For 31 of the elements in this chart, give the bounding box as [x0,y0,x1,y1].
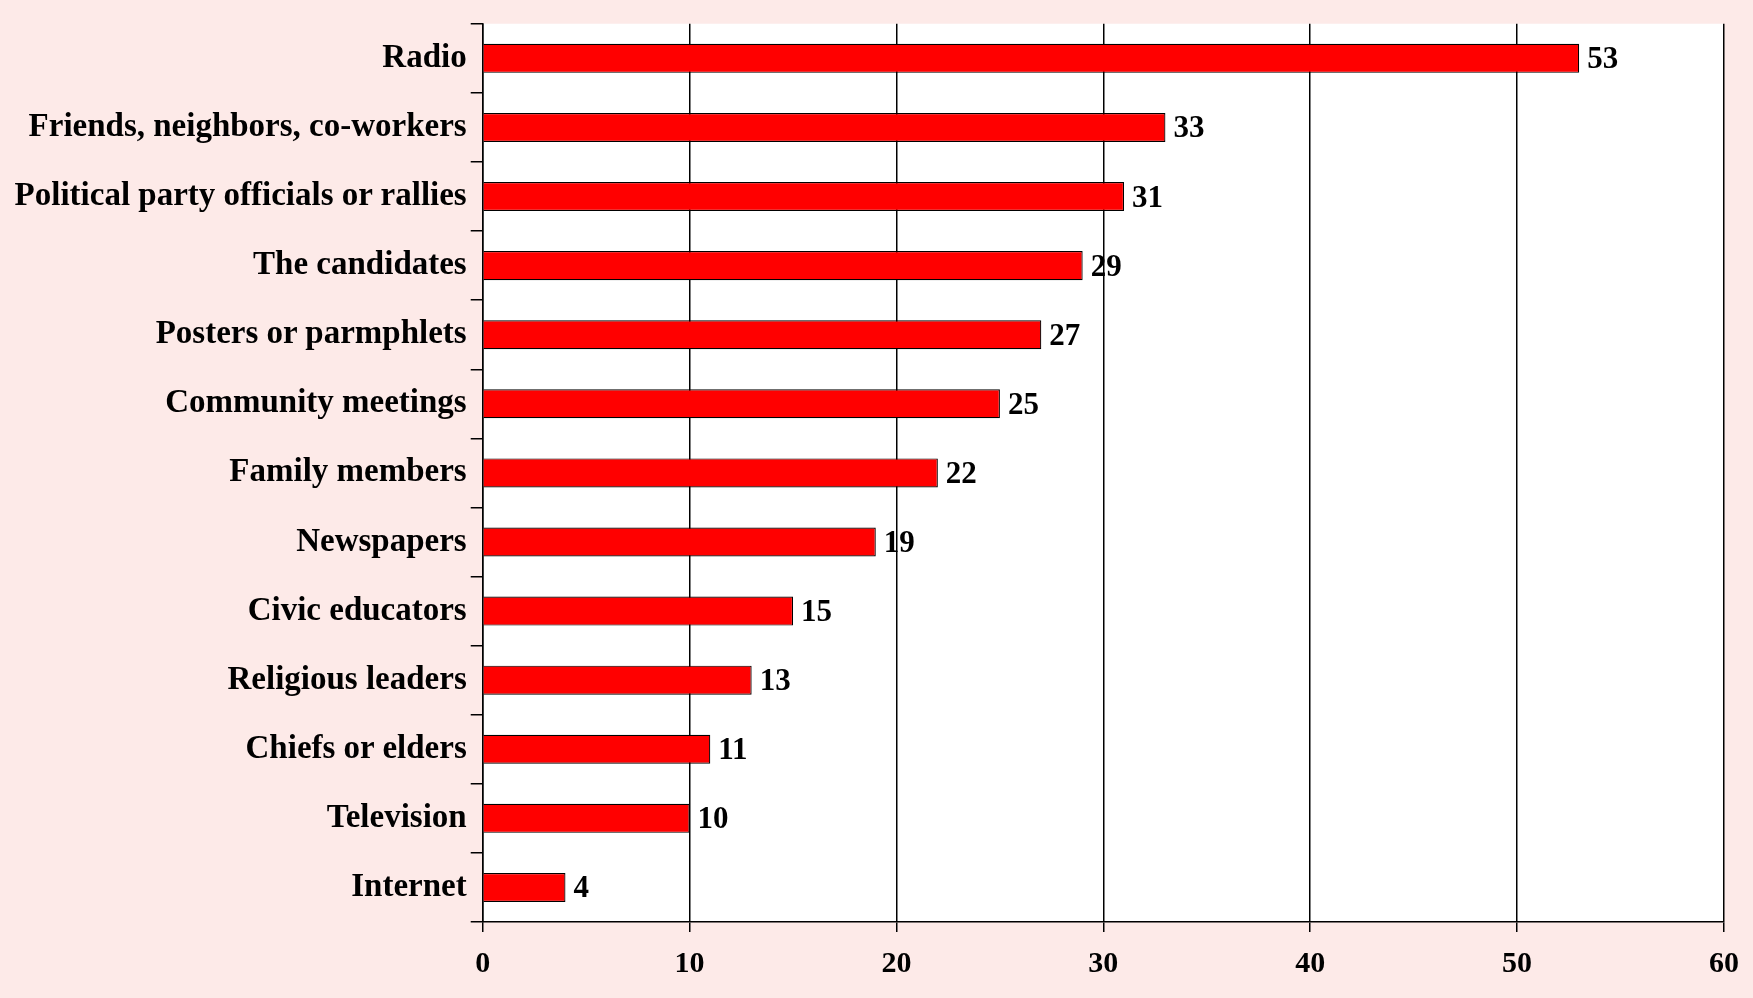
y-tick-label: Civic educators [247,590,467,627]
x-tick-label: 40 [1295,944,1326,978]
x-tick-label: 50 [1502,944,1533,978]
y-tick-label: The candidates [253,245,467,282]
data-label: 27 [1049,316,1081,352]
y-tick-label: Posters or parmphlets [155,314,467,351]
data-label: 22 [945,454,977,490]
y-tick-label: Family members [229,452,467,489]
y-tick-label: Political party officials or rallies [14,176,467,213]
x-tick-label: 20 [881,944,912,978]
y-tick-label: Internet [351,866,467,903]
data-label: 11 [718,731,748,767]
data-label: 15 [801,593,833,629]
x-tick-label: 30 [1088,944,1119,978]
data-label: 33 [1173,109,1205,145]
data-label: 25 [1007,385,1039,421]
data-label: 31 [1132,178,1164,214]
y-tick-label: Television [326,797,467,834]
y-tick-label: Radio [382,37,467,74]
x-tick-label: 60 [1709,944,1739,978]
y-tick-label: Religious leaders [227,659,467,696]
x-tick-label: 10 [674,944,705,978]
data-label: 13 [759,662,791,698]
data-label: 4 [573,869,589,905]
data-label: 10 [697,800,729,836]
y-tick-label: Community meetings [165,383,467,420]
y-tick-label: Newspapers [296,521,467,558]
data-label: 53 [1587,40,1619,76]
y-tick-label: Chiefs or elders [245,728,467,765]
y-tick-label: Friends, neighbors, co-workers [28,106,467,143]
x-tick-label: 0 [475,944,491,978]
